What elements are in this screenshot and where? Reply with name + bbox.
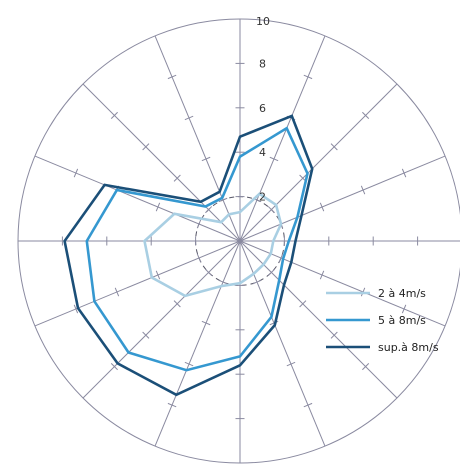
spoke-line [154,240,241,447]
radial-tick-label: 2 [259,191,266,204]
spoke-tick [267,206,275,214]
spoke-line [239,240,398,399]
spoke-tick [401,168,407,178]
spoke-tick [142,143,150,151]
spoke-tick [319,270,325,280]
spoke-line [239,83,398,242]
spoke-tick [330,331,338,339]
legend-label: 5 à 8m/s [378,314,426,327]
spoke-tick [286,361,296,367]
spoke-tick [252,279,262,285]
spoke-tick [196,253,202,263]
spoke-tick [73,168,79,178]
spoke-tick [114,287,120,297]
spoke-tick [167,402,177,408]
radial-tick-label: 6 [259,102,266,115]
spoke-tick [401,304,407,314]
series-line [143,192,283,298]
spoke-tick [142,331,150,339]
spoke-tick [184,115,194,121]
grid-layer [17,18,460,464]
spoke-tick [167,74,177,80]
spoke-tick [110,111,118,119]
spoke-tick [155,202,161,212]
spoke-line [154,35,241,242]
spoke-tick [303,74,313,80]
spoke-tick [201,156,211,162]
radial-tick-label: 4 [259,146,266,159]
legend-label: 2 à 4m/s [378,287,426,300]
legend: 2 à 4m/s 5 à 8m/s sup.à 8m/s [326,287,439,354]
spoke-line [34,155,241,242]
spoke-tick [218,279,228,285]
spoke-tick [319,202,325,212]
spoke-tick [299,300,307,308]
legend-label: sup.à 8m/s [378,341,439,354]
spoke-tick [269,156,279,162]
spoke-tick [184,361,194,367]
radial-tick-labels: 2 4 6 8 10 [256,15,270,204]
radial-tick-label: 8 [259,57,266,70]
spoke-line [239,240,446,327]
spoke-tick [303,402,313,408]
spoke-tick [110,363,118,371]
spoke-tick [173,300,181,308]
spoke-tick [362,111,370,119]
series-line [85,126,309,372]
spoke-tick [73,304,79,314]
radial-tick-label: 10 [256,15,270,28]
spoke-tick [173,174,181,182]
spoke-line [82,83,241,242]
series-layer [63,114,314,397]
spoke-tick [267,268,275,276]
spoke-tick [218,197,228,203]
spoke-tick [155,270,161,280]
spoke-line [239,240,326,447]
spoke-tick [205,206,213,214]
spoke-tick [278,253,284,263]
series-line [63,114,314,397]
spoke-line [82,240,241,399]
spoke-tick [330,143,338,151]
spoke-tick [201,320,211,326]
spoke-line [34,240,241,327]
spoke-tick [196,219,202,229]
spoke-tick [205,268,213,276]
spoke-line [239,155,446,242]
spoke-line [239,35,326,242]
spoke-tick [360,185,366,195]
spoke-tick [362,363,370,371]
